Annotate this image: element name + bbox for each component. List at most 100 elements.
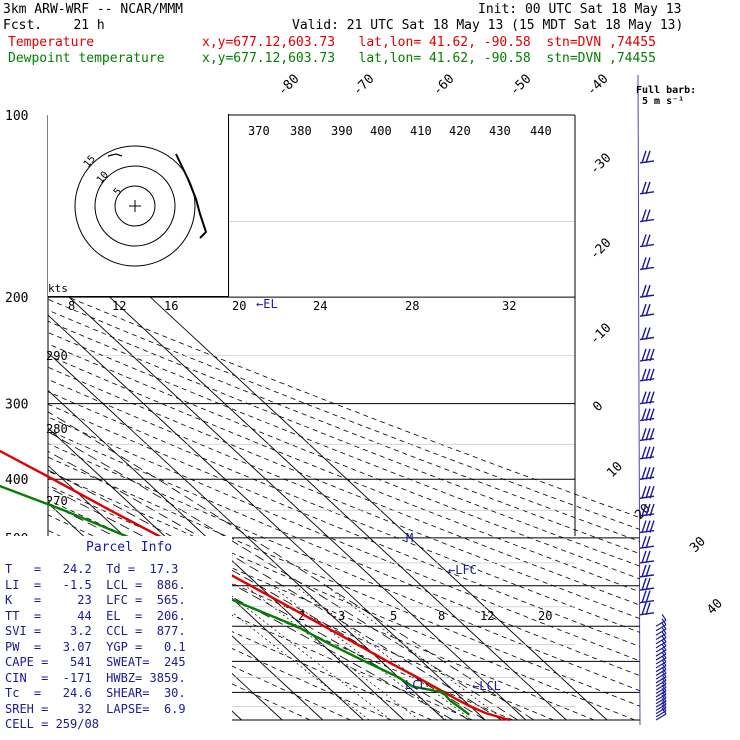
m-marker: M bbox=[406, 531, 413, 545]
parcel-row: Tc = 24.6 SHEAR= 30. bbox=[5, 686, 186, 700]
lcl-parcel-marker: ←LCL bbox=[472, 679, 501, 693]
wind-barb-flag bbox=[641, 503, 647, 517]
wind-barb-flag bbox=[661, 691, 667, 699]
hodograph-label-15: 15 bbox=[82, 154, 98, 170]
parcel-row: LI = -1.5 LCL = 886. bbox=[5, 578, 186, 592]
wind-barb-flag bbox=[641, 446, 647, 459]
wind-barb-flag bbox=[661, 643, 667, 651]
wind-barb-flag bbox=[661, 647, 667, 655]
temperature-tick-label: 0 bbox=[590, 399, 606, 415]
mixing-ratio-label: 5 bbox=[390, 609, 397, 623]
temperature-tick-label: 30 bbox=[687, 534, 709, 556]
wind-barb-flag bbox=[645, 550, 651, 564]
wind-barb-flag bbox=[645, 408, 651, 421]
isotherm-line bbox=[48, 314, 486, 720]
wind-barb-flag bbox=[649, 408, 655, 421]
wind-barb-flag bbox=[641, 535, 647, 549]
temperature-tick-label: 10 bbox=[604, 459, 626, 481]
wind-barb-flag bbox=[645, 348, 651, 362]
wind-barb-flag bbox=[649, 368, 655, 382]
wind-barb-flag bbox=[661, 622, 667, 630]
mixing-ratio-label: 2 bbox=[298, 609, 305, 623]
wind-barb-flag bbox=[661, 635, 667, 643]
temperature-tick-label: -60 bbox=[430, 72, 457, 99]
wind-barb-flag bbox=[641, 577, 647, 591]
theta-label: 440 bbox=[530, 124, 552, 138]
wind-barb-flag bbox=[649, 428, 655, 441]
el-marker: ←EL bbox=[256, 297, 278, 311]
wind-barb-flag bbox=[645, 150, 651, 164]
lfc-marker: ←LFC bbox=[448, 563, 477, 577]
valid-time: Valid: 21 UTC Sat 18 May 13 (15 MDT Sat … bbox=[292, 18, 684, 33]
temperature-tick-label: -10 bbox=[587, 321, 614, 348]
moist-adiabat-label: 16 bbox=[164, 299, 178, 313]
parcel-row: SREH = 32 LAPSE= 6.9 bbox=[5, 702, 186, 716]
wind-barb-flag bbox=[661, 674, 667, 681]
dewpoint-profile bbox=[0, 484, 471, 716]
wind-barb-flag bbox=[641, 602, 647, 615]
parcel-row: CIN = -171 HWBZ= 3859. bbox=[5, 671, 186, 685]
wind-barb-flag bbox=[641, 150, 647, 164]
wind-barb-flag bbox=[649, 348, 655, 362]
theta-label: 400 bbox=[370, 124, 392, 138]
wind-barb-flag bbox=[661, 659, 667, 667]
wind-barb-flag bbox=[645, 234, 651, 247]
wind-barb-flag bbox=[649, 503, 655, 517]
wind-barb-flag bbox=[649, 520, 655, 533]
wind-barb-flag bbox=[641, 564, 647, 578]
wind-barb-flag bbox=[661, 681, 667, 688]
parcel-row: CELL = 259/08 bbox=[5, 717, 99, 731]
hodograph-label-5: 5 bbox=[112, 186, 124, 198]
wind-barb-flag bbox=[645, 590, 651, 603]
wind-barb-flag bbox=[645, 284, 651, 298]
dewpoint-location: x,y=677.12,603.73 lat,lon= 41.62, -90.58… bbox=[202, 51, 656, 66]
wind-barb-flag bbox=[645, 181, 651, 195]
wind-barb-flag bbox=[641, 467, 647, 480]
pressure-tick-label: 200 bbox=[5, 291, 28, 306]
wind-barb-flag bbox=[661, 618, 667, 626]
temperature-location: x,y=677.12,603.73 lat,lon= 41.62, -90.58… bbox=[202, 35, 656, 50]
hodograph-trace-upper bbox=[107, 153, 123, 157]
parcel-row: CAPE = 541 SWEAT= 245 bbox=[5, 655, 186, 669]
dewpoint-legend: Dewpoint temperature bbox=[8, 51, 165, 66]
moist-adiabat-label: 20 bbox=[232, 299, 246, 313]
dry-adiabat-label: 280 bbox=[46, 422, 68, 436]
moist-adiabat-label: 8 bbox=[68, 299, 75, 313]
wind-barb-flag bbox=[645, 209, 651, 222]
pressure-tick-label: 400 bbox=[5, 473, 28, 488]
hodograph-units: kts bbox=[48, 282, 68, 295]
isotherm-line bbox=[48, 352, 445, 720]
mixing-ratio-line bbox=[325, 585, 505, 720]
wind-barb-flag bbox=[645, 368, 651, 382]
wind-barb-flag bbox=[661, 670, 667, 678]
full-barb-units: 5 m s⁻¹ bbox=[642, 96, 684, 107]
wind-barb-flag bbox=[661, 707, 667, 715]
theta-label: 370 bbox=[248, 124, 270, 138]
wind-barb-flag bbox=[641, 284, 647, 298]
model-title: 3km ARW-WRF -- NCAR/MMM bbox=[3, 2, 184, 17]
dry-adiabat-line bbox=[48, 332, 640, 567]
wind-barb-flag bbox=[641, 428, 647, 441]
wind-barb-flag bbox=[641, 209, 647, 222]
isotherm-line bbox=[48, 276, 527, 720]
wind-barb-flag bbox=[661, 663, 667, 670]
theta-label: 430 bbox=[489, 124, 511, 138]
wind-barb-flag bbox=[661, 666, 667, 674]
wind-barb-flag bbox=[645, 486, 651, 499]
temperature-tick-label: -80 bbox=[275, 72, 302, 99]
wind-barb-flag bbox=[661, 651, 667, 659]
wind-barb-flag bbox=[661, 631, 667, 639]
wind-barb-flag bbox=[641, 181, 647, 195]
wind-barb-flag bbox=[641, 391, 647, 404]
wind-barb-flag bbox=[661, 704, 667, 712]
hodograph-ring-15 bbox=[74, 145, 196, 267]
temperature-tick-label: -40 bbox=[584, 72, 611, 99]
full-barb-legend: Full barb: bbox=[636, 85, 696, 96]
wind-barb-flag bbox=[641, 590, 647, 603]
wind-barb-flag bbox=[645, 327, 651, 340]
theta-label: 390 bbox=[331, 124, 353, 138]
wind-barb-flag bbox=[645, 520, 651, 533]
wind-barb-flag bbox=[641, 327, 647, 340]
theta-label: 380 bbox=[290, 124, 312, 138]
wind-barb-flag bbox=[645, 303, 651, 317]
